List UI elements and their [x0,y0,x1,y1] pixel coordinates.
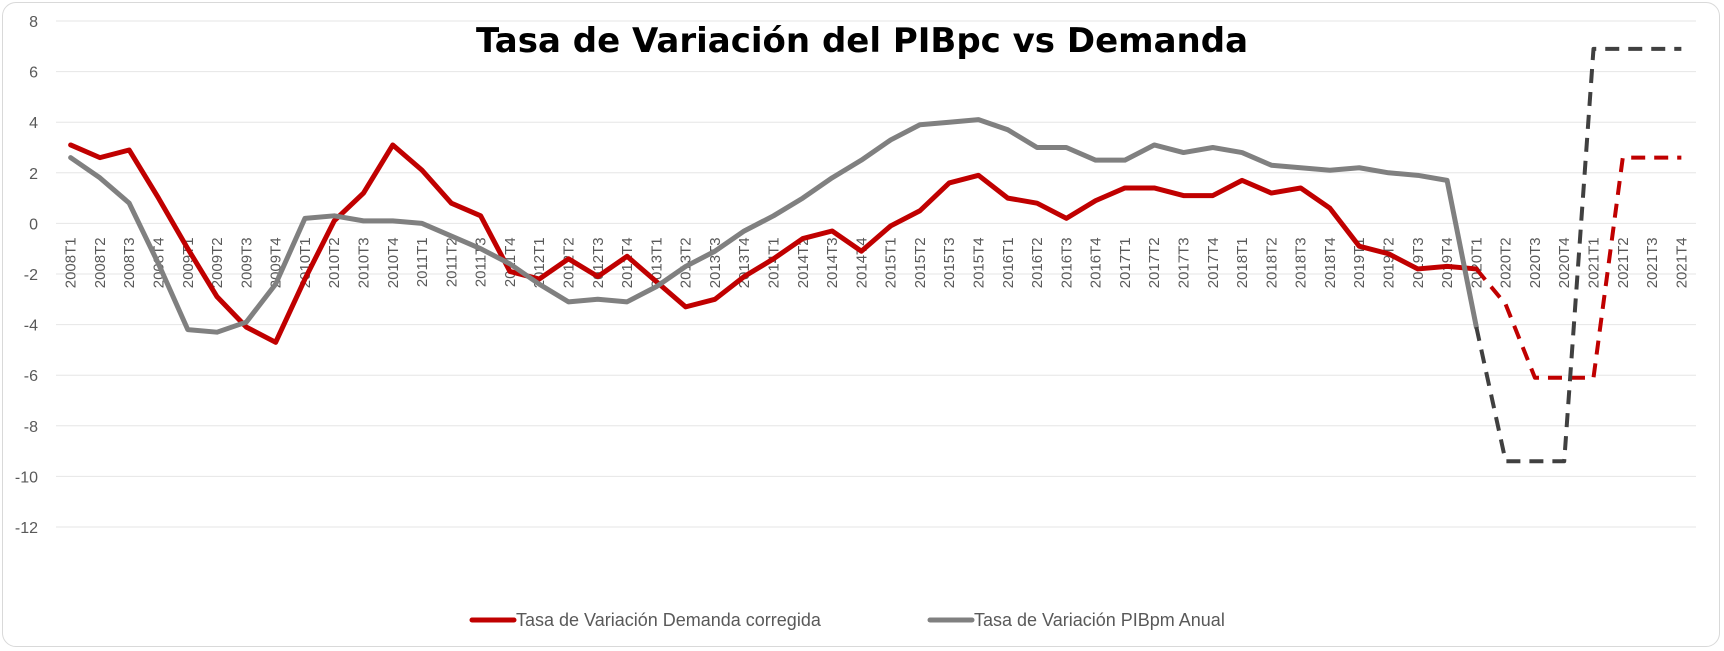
x-tick-label: 2019T4 [1439,237,1456,288]
x-tick-label: 2015T3 [941,237,958,288]
series-lines [68,46,1682,464]
x-tick-label: 2016T4 [1088,237,1105,288]
y-tick-label: -4 [24,318,38,335]
x-tick-label: 2017T1 [1117,237,1134,288]
x-tick-label: 2016T1 [1000,237,1017,288]
x-tick-label: 2014T2 [795,237,812,288]
x-tick-label: 2008T1 [63,237,80,288]
x-tick-label: 2020T4 [1556,237,1573,288]
x-tick-label: 2018T4 [1322,237,1339,288]
x-tick-label: 2018T2 [1263,237,1280,288]
x-tick-label: 2012T2 [561,237,578,288]
x-tick-label: 2018T1 [1234,237,1251,288]
x-tick-label: 2021T1 [1586,237,1603,288]
y-tick-label: 6 [29,65,38,82]
chart-title: Tasa de Variación del PIBpc vs Demanda [476,21,1248,61]
series-line-1-forecast [1474,155,1682,380]
x-tick-label: 2021T3 [1644,237,1661,288]
x-tick-label: 2021T4 [1673,237,1690,288]
x-tick-label: 2017T4 [1205,237,1222,288]
x-tick-label: 2010T4 [385,237,402,288]
x-tick-label: 2016T2 [1029,237,1046,288]
y-tick-label: 2 [29,166,38,183]
x-tick-label: 2012T3 [590,237,607,288]
x-tick-label: 2014T3 [824,237,841,288]
y-tick-label: -12 [15,520,38,537]
x-tick-label: 2011T1 [414,237,431,287]
y-tick-label: -10 [15,469,38,486]
x-tick-label: 2009T3 [238,237,255,288]
x-tick-label: 2014T1 [766,237,783,288]
x-tick-label: 2013T2 [678,237,695,288]
x-tick-label: 2015T2 [912,237,929,288]
x-tick-label: 2010T2 [326,237,343,288]
x-tick-label: 2020T1 [1468,237,1485,288]
x-tick-label: 2019T3 [1410,237,1427,288]
y-tick-label: -6 [24,368,38,385]
legend-label-2: Tasa de Variación PIBpm Anual [974,610,1225,630]
y-axis-ticks: 8 6 4 2 0 -2 -4 -6 -8 -10 -12 [15,14,38,537]
legend-label-1: Tasa de Variación Demanda corregida [516,610,822,630]
series-line-1 [68,142,1479,345]
y-tick-label: -2 [24,267,38,284]
x-tick-label: 2019T2 [1381,237,1398,288]
x-tick-label: 2020T2 [1498,237,1515,288]
x-tick-label: 2015T4 [971,237,988,288]
x-tick-label: 2012T4 [619,237,636,288]
x-tick-label: 2018T3 [1293,237,1310,288]
series-line-2-forecast [1474,46,1682,464]
legend: Tasa de Variación Demanda corregida Tasa … [469,610,1225,630]
x-tick-label: 2017T2 [1146,237,1163,288]
x-tick-label: 2015T1 [883,237,900,288]
y-tick-label: 0 [29,216,38,233]
x-tick-label: 2021T2 [1615,237,1632,288]
x-tick-label: 2011T2 [443,237,460,287]
x-tick-label: 2010T1 [297,237,314,288]
x-tick-label: 2009T1 [180,237,197,288]
x-tick-label: 2020T3 [1527,237,1544,288]
x-tick-label: 2017T3 [1176,237,1193,288]
grid-lines [56,20,1696,528]
y-tick-label: 4 [29,115,38,132]
x-tick-label: 2008T3 [121,237,138,288]
y-tick-label: 8 [29,14,38,31]
y-tick-label: -8 [24,419,38,436]
x-tick-label: 2008T2 [92,237,109,288]
x-tick-label: 2016T3 [1058,237,1075,288]
x-tick-label: 2010T3 [356,237,373,288]
x-tick-label: 2009T2 [209,237,226,288]
x-tick-label: 2019T1 [1351,237,1368,288]
series-line-2 [68,117,1479,335]
